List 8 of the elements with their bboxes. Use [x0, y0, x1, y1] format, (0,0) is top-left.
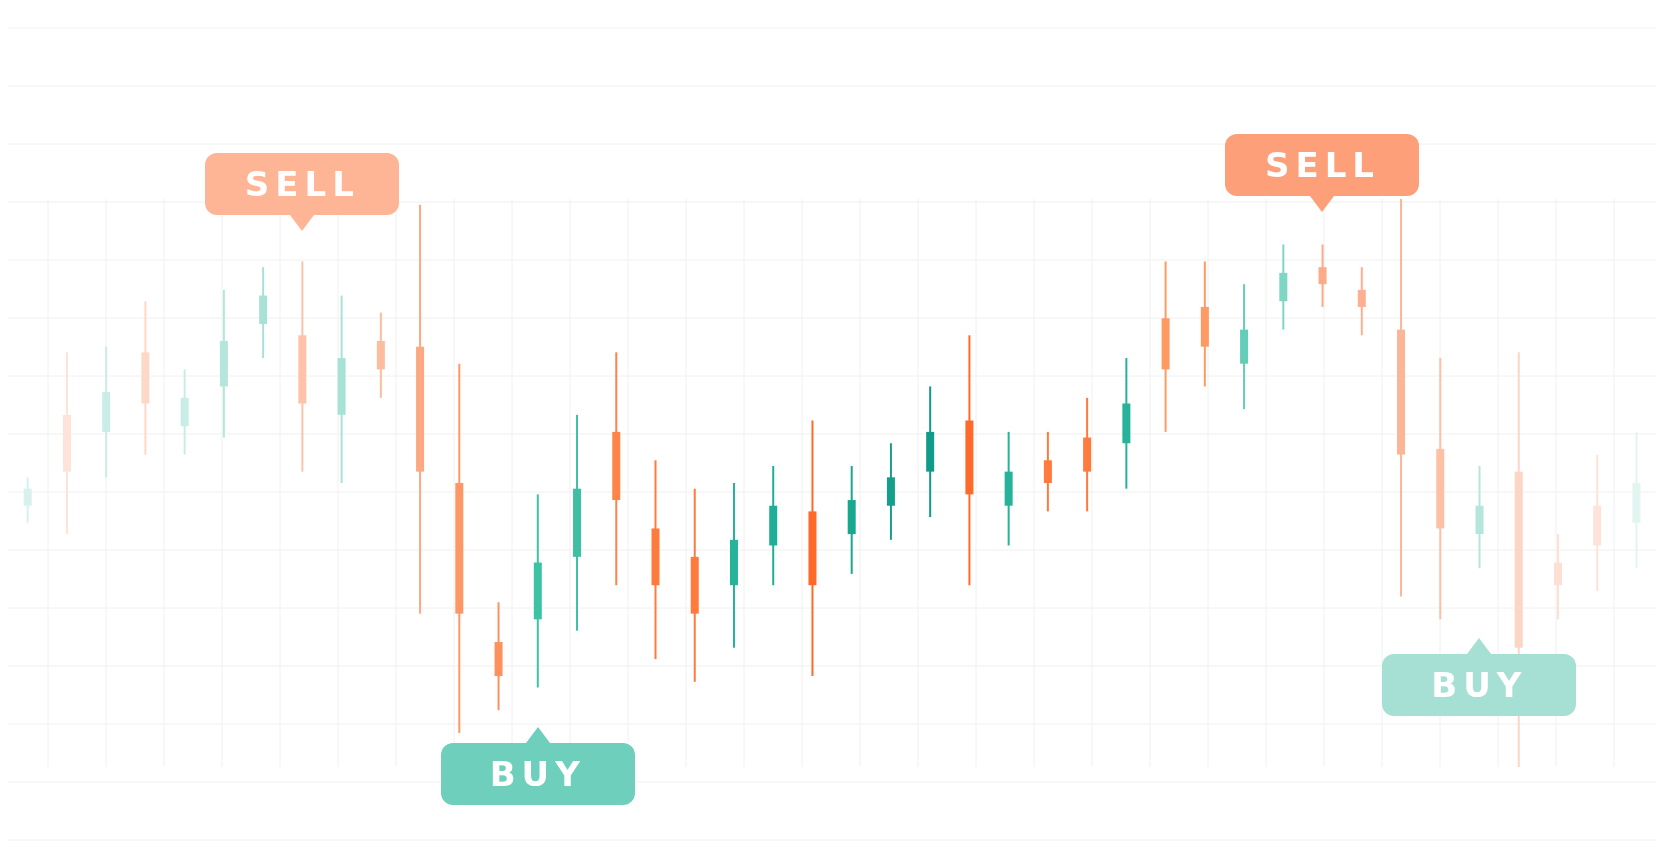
annotation: BUY: [1431, 665, 1528, 705]
candlestick: [23, 476, 32, 524]
candlestick: [1357, 266, 1366, 337]
annotation: SELL: [244, 164, 360, 204]
annotation: BUY: [489, 754, 586, 794]
candlestick: [1043, 430, 1052, 513]
candlestick: [1318, 243, 1327, 308]
candlestick: [1553, 533, 1562, 621]
